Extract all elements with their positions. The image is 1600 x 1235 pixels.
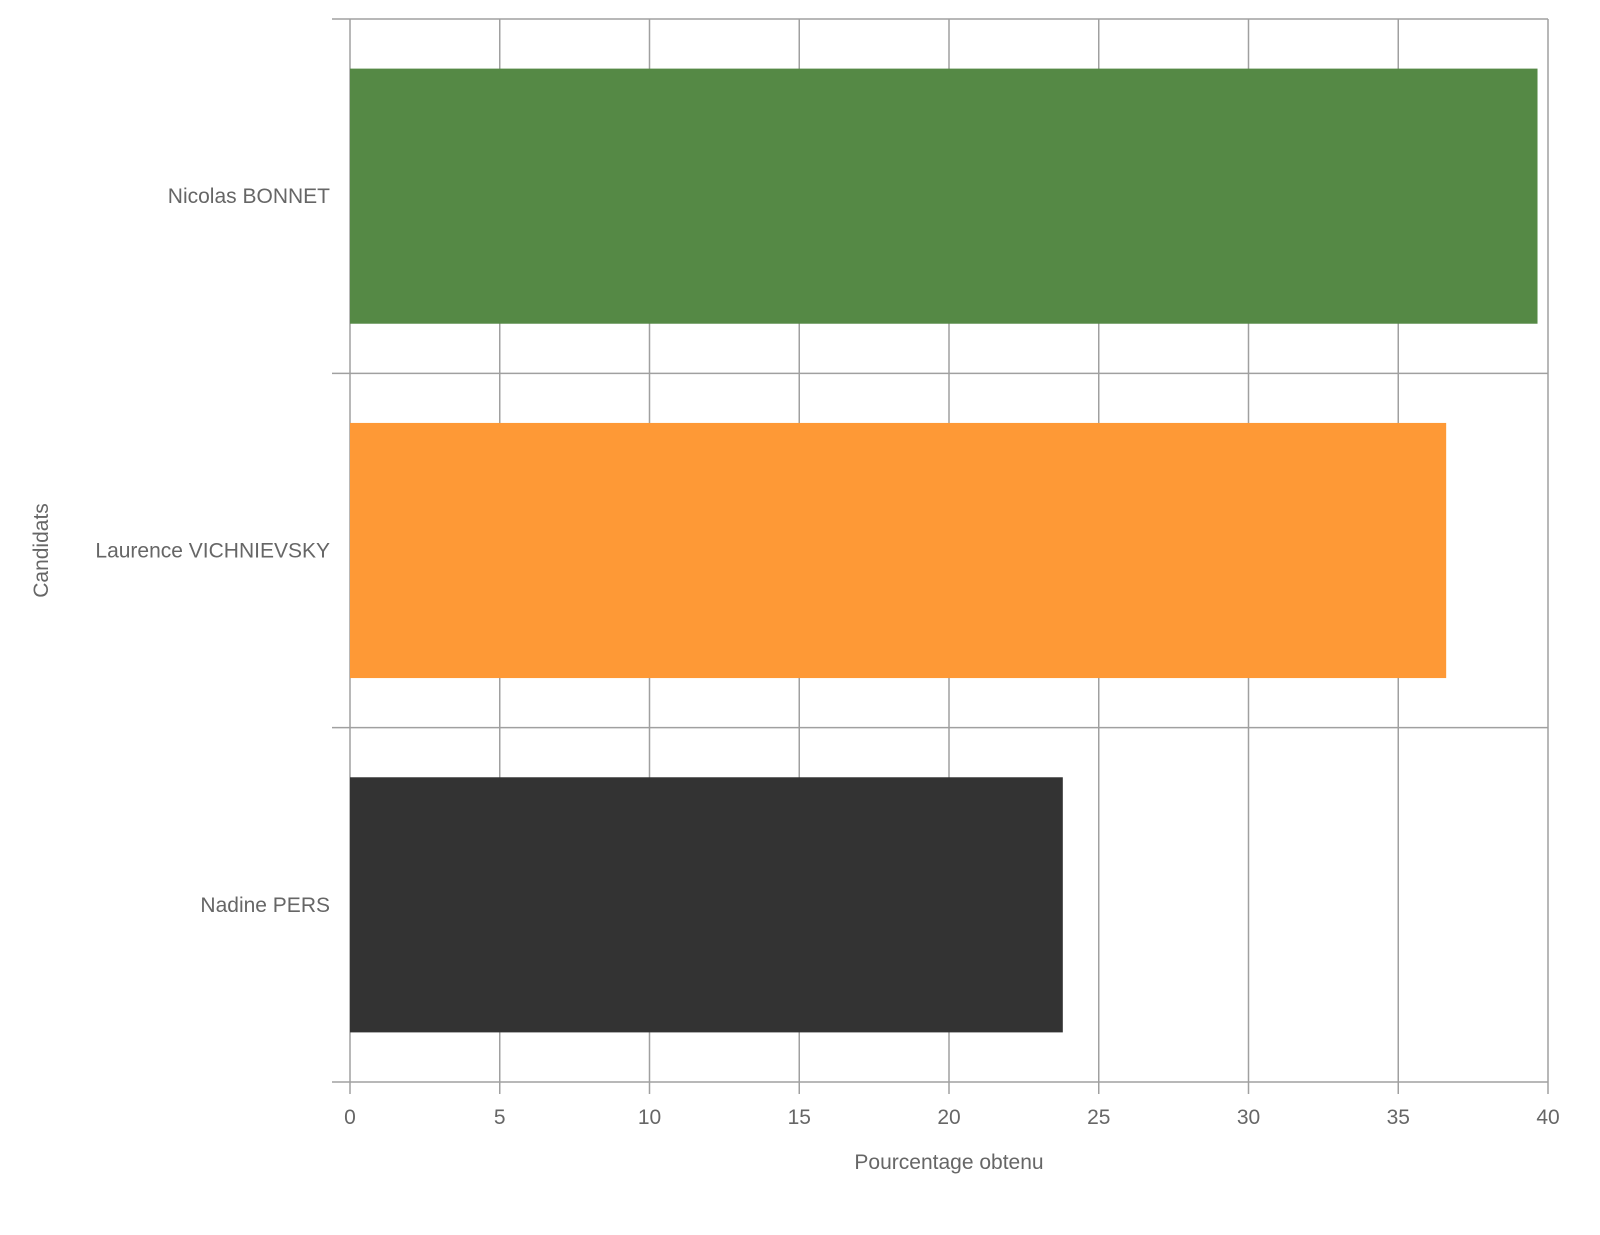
label-layer: 0 5 10 15 20 25 30 35 40 Nicolas BONNET Laurence V… xyxy=(95,185,1559,1129)
y-category-label-2: Nadine PERS xyxy=(200,894,330,917)
x-tick-label-35: 35 xyxy=(1387,1106,1410,1129)
x-tick-label-15: 15 xyxy=(788,1106,811,1129)
x-tick-label-10: 10 xyxy=(638,1106,661,1129)
x-tick-label-25: 25 xyxy=(1087,1106,1110,1129)
x-tick-label-5: 5 xyxy=(494,1106,506,1129)
bar-nadine-pers[interactable] xyxy=(350,777,1063,1033)
y-axis-title: Candidats xyxy=(30,503,53,598)
x-tick-label-40: 40 xyxy=(1536,1106,1559,1129)
bar-laurence-vichnievsky[interactable] xyxy=(350,422,1447,679)
x-tick-label-0: 0 xyxy=(344,1106,356,1129)
x-tick-label-30: 30 xyxy=(1237,1106,1260,1129)
y-category-label-0: Nicolas BONNET xyxy=(168,185,330,208)
bar-nicolas-bonnet[interactable] xyxy=(350,68,1538,324)
bar-layer xyxy=(350,68,1538,1033)
x-axis-title: Pourcentage obtenu xyxy=(854,1151,1043,1174)
y-category-label-1: Laurence VICHNIEVSKY xyxy=(95,540,330,563)
x-tick-label-20: 20 xyxy=(937,1106,960,1129)
